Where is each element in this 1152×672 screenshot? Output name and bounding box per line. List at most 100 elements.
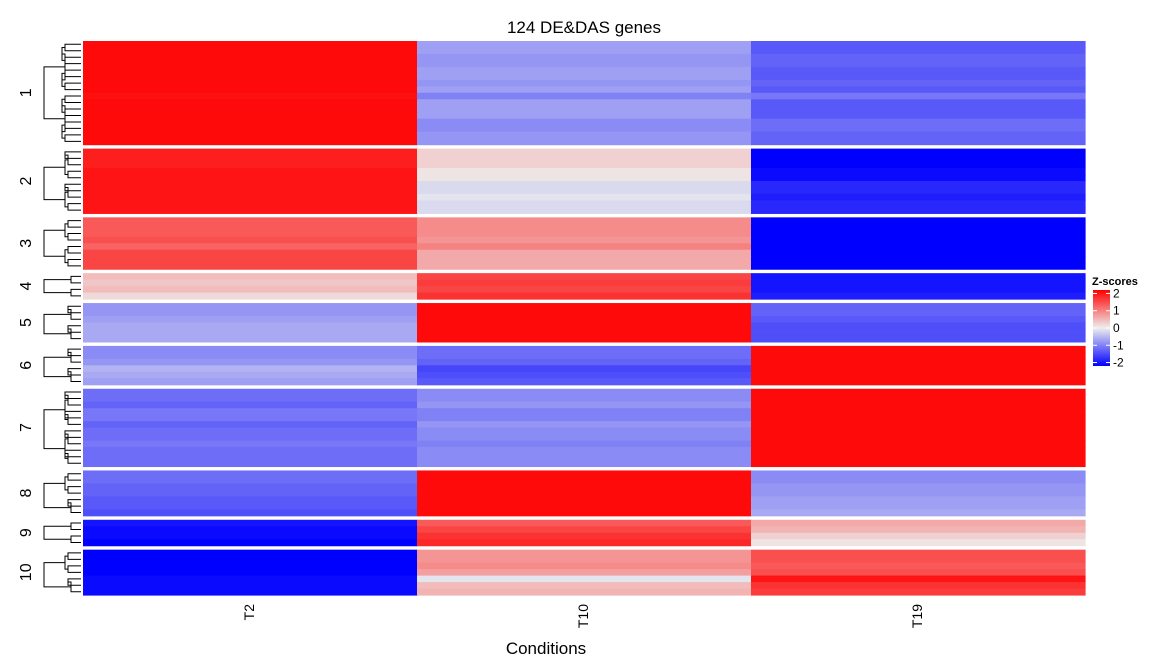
heatmap-cell [83, 345, 418, 353]
heatmap-cell [751, 582, 1086, 590]
heatmap-cell [83, 459, 418, 468]
heatmap-cell [417, 73, 752, 81]
heatmap-cell [417, 447, 752, 455]
heatmap-cell [751, 273, 1086, 281]
heatmap-cell [751, 421, 1086, 429]
zscore-legend: Z-scores 2 1 0 -1 -2 [1092, 276, 1138, 370]
heatmap-cell [417, 414, 752, 422]
heatmap-cell [417, 562, 752, 570]
heatmap-cell [417, 401, 752, 409]
heatmap-cell [751, 217, 1086, 225]
heatmap-cell [751, 489, 1086, 497]
legend-tick-label: -1 [1113, 338, 1124, 352]
heatmap-cell [83, 395, 418, 403]
heatmap-cell [83, 99, 418, 107]
heatmap-cell [417, 249, 752, 257]
cluster-label: 3 [18, 239, 35, 248]
heatmap-cell [417, 125, 752, 133]
heatmap-cell [83, 41, 418, 49]
heatmap-cell [751, 131, 1086, 139]
legend-tick-label: 1 [1113, 304, 1120, 318]
heatmap-cell [83, 131, 418, 139]
row-dendrograms [43, 43, 81, 593]
cluster-dendrogram [43, 151, 81, 211]
cluster-dendrogram [43, 348, 81, 383]
heatmap-cell [83, 125, 418, 133]
heatmap-cell [83, 509, 418, 517]
heatmap-cell [83, 371, 418, 379]
heatmap-cell [83, 138, 418, 146]
heatmap-cell [751, 519, 1086, 527]
heatmap-cell [83, 243, 418, 251]
heatmap-cell [417, 138, 752, 146]
heatmap-cell [751, 66, 1086, 74]
heatmap-cell [83, 217, 418, 225]
heatmap-cell [751, 453, 1086, 461]
heatmap-cell [751, 118, 1086, 126]
heatmap-cell [417, 459, 752, 468]
heatmap-cell [83, 556, 418, 564]
heatmap-cell [751, 556, 1086, 564]
heatmap-cell [417, 279, 752, 287]
heatmap-cell [83, 79, 418, 87]
heatmap-cell [417, 335, 752, 343]
heatmap-cell [751, 223, 1086, 231]
heatmap-cell [751, 388, 1086, 396]
cluster-dendrogram [43, 43, 81, 142]
heatmap-cell [751, 47, 1086, 55]
heatmap-cell [751, 328, 1086, 337]
heatmap-cell [83, 549, 418, 557]
heatmap-cell [751, 99, 1086, 107]
heatmap-cell [83, 453, 418, 461]
heatmap-cell [417, 427, 752, 435]
heatmap-cell [417, 66, 752, 74]
heatmap-cell [751, 496, 1086, 504]
heatmap-cell [83, 187, 418, 195]
heatmap-cell [751, 476, 1086, 484]
heatmap-cell [83, 105, 418, 113]
x-axis-title: Conditions [506, 639, 586, 658]
heatmap-cell [417, 483, 752, 491]
column-label: T19 [909, 604, 925, 628]
heatmap-cell [751, 470, 1086, 478]
heatmap-cell [751, 459, 1086, 468]
heatmap-cell [417, 434, 752, 442]
heatmap-cell [417, 453, 752, 461]
heatmap-cell [751, 322, 1086, 330]
heatmap-cell [751, 575, 1086, 583]
heatmap-cell [751, 279, 1086, 287]
heatmap-cell [417, 549, 752, 557]
heatmap-cell [417, 532, 752, 540]
heatmap-cell [83, 60, 418, 68]
cluster-dendrogram [43, 305, 81, 340]
heatmap-cell [751, 395, 1086, 403]
heatmap-cell [83, 73, 418, 81]
heatmap-cell [751, 309, 1086, 317]
heatmap-cell [751, 125, 1086, 133]
heatmap-cell [751, 532, 1086, 540]
heatmap-cell [83, 440, 418, 448]
heatmap-cell [751, 588, 1086, 596]
heatmap-cell [83, 322, 418, 330]
heatmap-cell [83, 434, 418, 442]
heatmap-cell [83, 569, 418, 577]
heatmap-cell [417, 217, 752, 225]
heatmap-cell [83, 66, 418, 74]
heatmap-cell [417, 588, 752, 596]
heatmap-cell [417, 47, 752, 55]
column-label: T10 [575, 604, 591, 628]
heatmap-cell [751, 92, 1086, 100]
heatmap-cell [751, 378, 1086, 386]
heatmap-cell [751, 427, 1086, 435]
heatmap-cell [83, 273, 418, 281]
heatmap-cell [417, 155, 752, 163]
heatmap-cell [417, 53, 752, 62]
heatmap-cell [83, 562, 418, 570]
heatmap-cell [83, 193, 418, 201]
heatmap-cell [417, 358, 752, 366]
heatmap-cell [83, 378, 418, 386]
heatmap-cell [751, 549, 1086, 557]
heatmap-cell [751, 303, 1086, 311]
heatmap-cell [751, 509, 1086, 517]
heatmap-cell [83, 388, 418, 396]
